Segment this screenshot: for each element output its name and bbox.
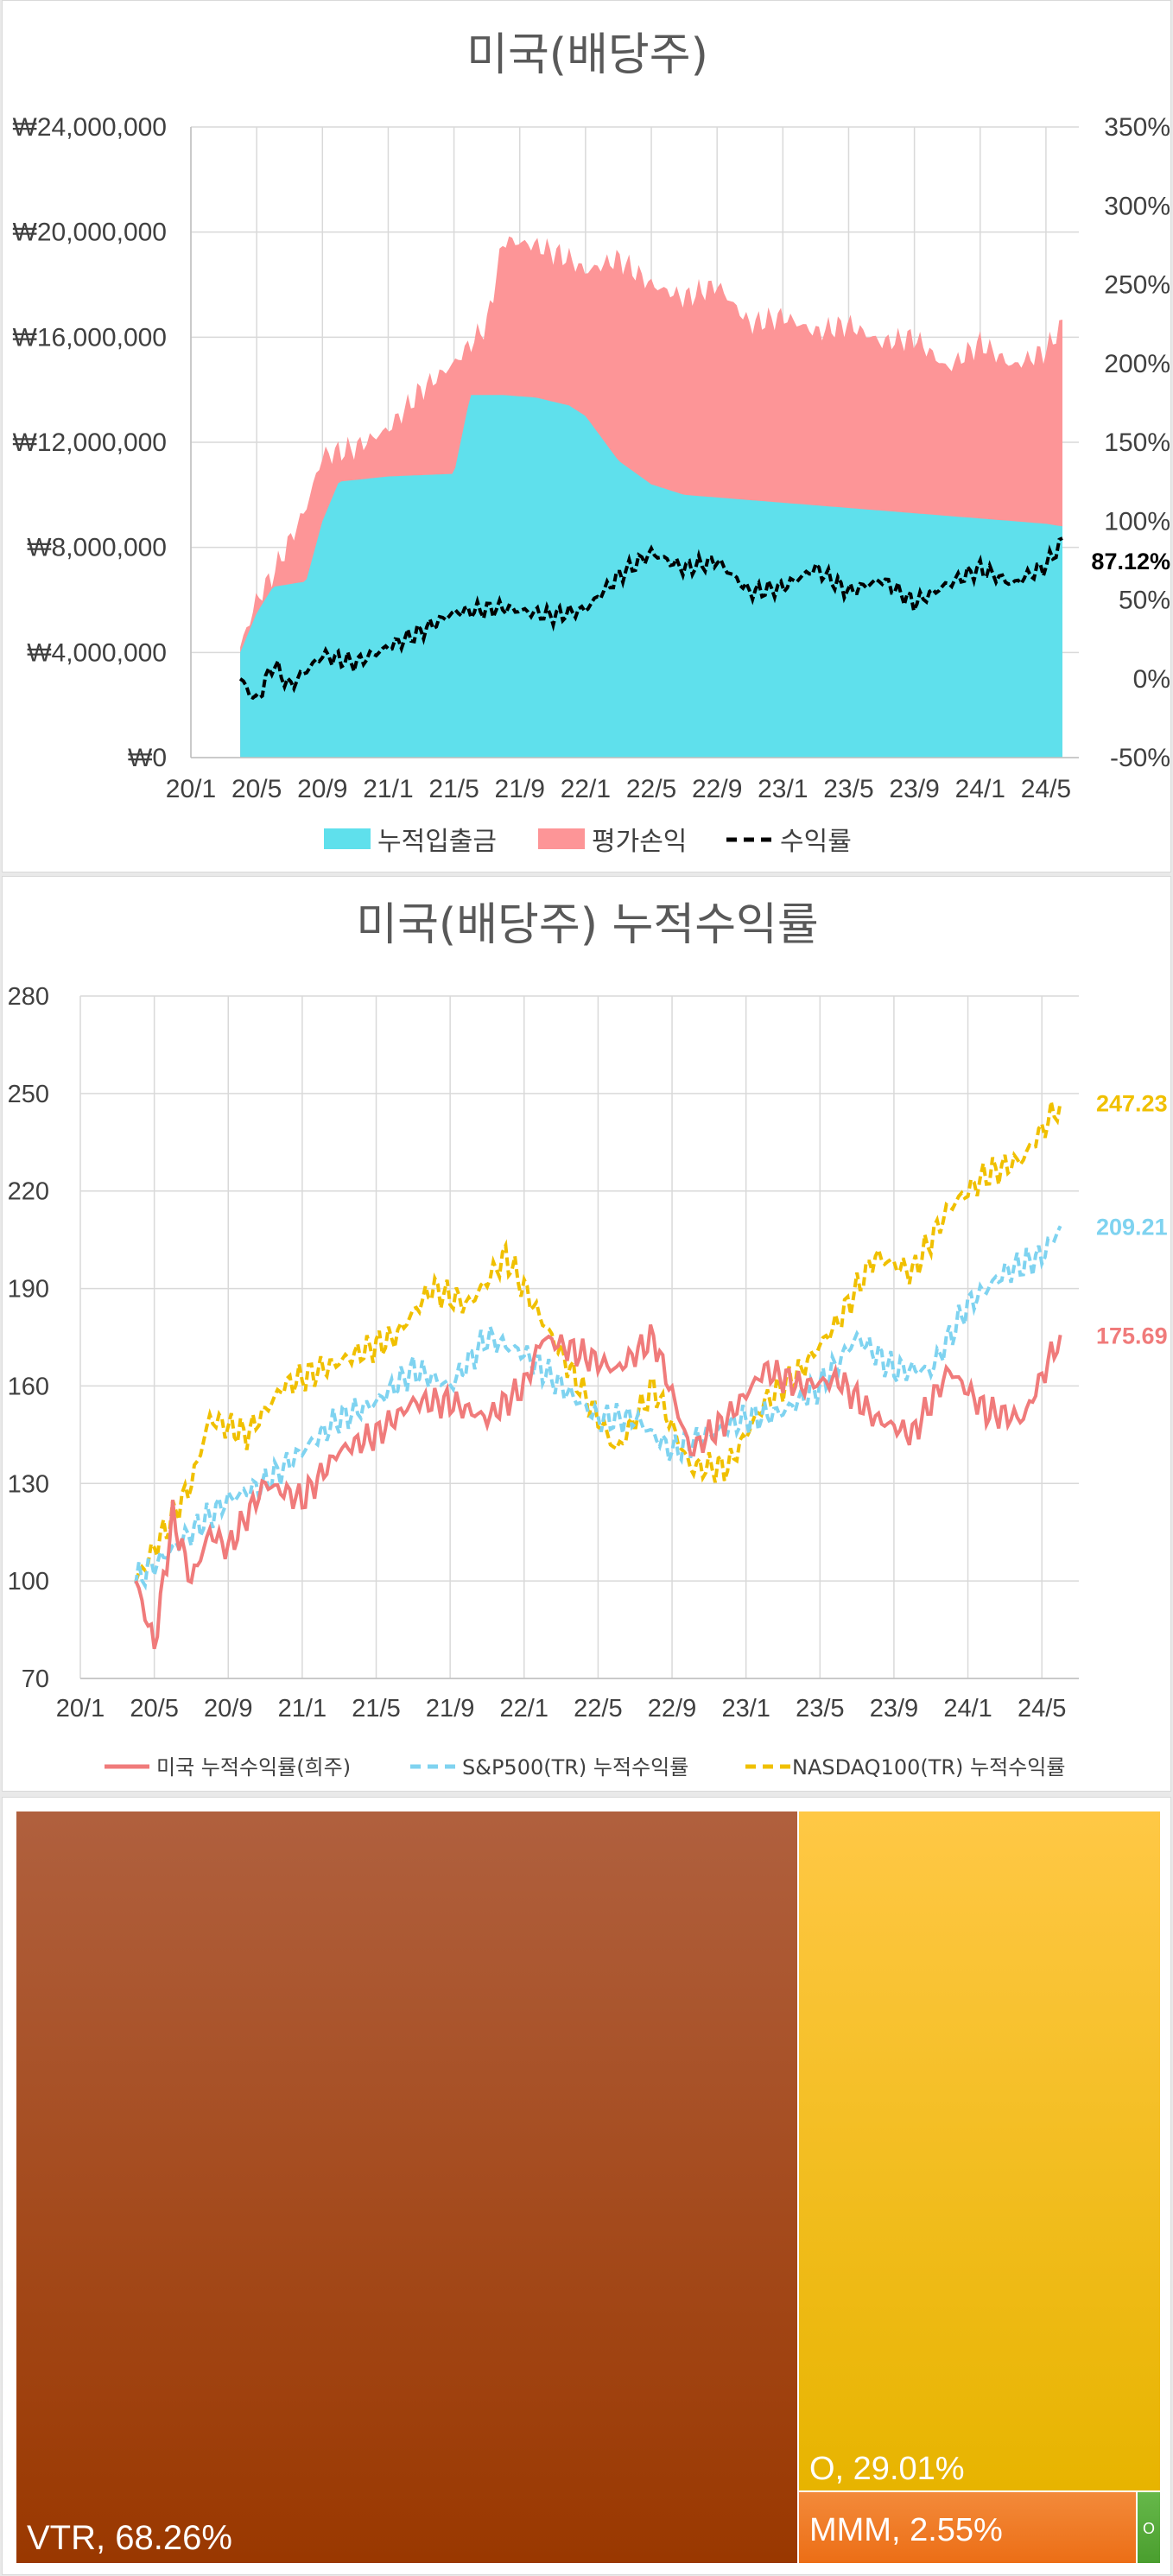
chart1-x-tick: 24/5 (1021, 775, 1071, 803)
chart1-yright-tick: 50% (1119, 587, 1170, 615)
chart-panel-cumulative-return: 미국(배당주) 누적수익률 70 100 130 160 190 220 250 280 20/… (2, 876, 1171, 1792)
chart2-x-tick: 22/9 (648, 1695, 696, 1723)
chart1-title: 미국(배당주) (466, 29, 708, 81)
chart2-x-tick: 23/9 (870, 1695, 918, 1723)
chart1-yright-tick: 350% (1104, 113, 1170, 142)
chart1-yright-tick: 150% (1104, 428, 1170, 457)
treemap-label-vtr: VTR, 68.26% (27, 2519, 232, 2557)
chart2-series-line (134, 1225, 1062, 1591)
chart2-y-tick: 190 (8, 1276, 49, 1304)
chart2-svg: 미국(배당주) 누적수익률 70 100 130 160 190 220 250 280 20/… (8, 899, 1168, 1780)
chart1-yright-tick: 300% (1104, 192, 1170, 220)
chart1-x-tick: 21/9 (495, 775, 545, 803)
chart1-yleft-tick: ₩24,000,000 (13, 113, 167, 142)
treemap-label-mmm: MMM, 2.55% (809, 2512, 1003, 2548)
chart1-yright-tick: -50% (1110, 744, 1170, 772)
legend-deposit-swatch (324, 828, 371, 849)
treemap-tile-o-small (1138, 2492, 1160, 2563)
treemap-tile-mmm (799, 2492, 1136, 2563)
chart1-x-tick: 21/5 (428, 775, 479, 803)
chart2-series-line (134, 1323, 1062, 1650)
chart2-x-tick: 24/1 (943, 1695, 992, 1723)
chart2-x-tick: 23/5 (796, 1695, 844, 1723)
chart1-yleft-tick: ₩8,000,000 (27, 534, 167, 562)
chart1-x-tick: 23/9 (889, 775, 939, 803)
treemap-svg: VTR, 68.26% O, 29.01% MMM, 2.55% O (16, 1811, 1160, 2563)
chart1-x-tick: 22/9 (692, 775, 742, 803)
chart2-series-line (134, 1101, 1062, 1583)
chart1-x-tick: 24/1 (955, 775, 1005, 803)
chart1-x-tick: 20/5 (231, 775, 282, 803)
chart2-y-tick: 130 (8, 1470, 49, 1498)
chart2-y-tick: 220 (8, 1178, 49, 1206)
chart1-x-tick: 23/5 (823, 775, 873, 803)
legend-return-label: 수익률 (780, 827, 852, 857)
chart2-end-label: 247.23 (1096, 1090, 1168, 1116)
legend-nasdaq-label: NASDAQ100(TR) 누적수익률 (792, 1755, 1065, 1780)
legend-mine-label: 미국 누적수익률(희주) (156, 1755, 351, 1780)
legend-pnl-swatch (538, 828, 585, 849)
chart1-return-line (238, 536, 1063, 701)
chart1-yleft-tick: ₩0 (128, 744, 167, 772)
legend-sp500-label: S&P500(TR) 누적수익률 (462, 1755, 688, 1780)
chart2-x-tick: 23/1 (721, 1695, 770, 1723)
chart2-x-tick: 22/1 (500, 1695, 548, 1723)
treemap-label-o: O, 29.01% (809, 2451, 965, 2487)
chart1-x-tick: 20/1 (166, 775, 216, 803)
chart1-yright-tick: 100% (1104, 507, 1170, 536)
chart1-yleft-tick: ₩4,000,000 (27, 638, 167, 667)
chart1-yleft-tick: ₩20,000,000 (13, 219, 167, 247)
chart2-y-tick: 70 (22, 1666, 49, 1693)
chart2-end-label: 175.69 (1096, 1323, 1168, 1348)
treemap-tile-vtr (16, 1811, 797, 2563)
chart1-x-tick: 21/1 (363, 775, 413, 803)
chart2-x-tick: 21/5 (352, 1695, 400, 1723)
chart1-yleft-tick: ₩16,000,000 (13, 323, 167, 352)
treemap-tile-o (799, 1811, 1160, 2490)
chart2-x-tick: 20/5 (130, 1695, 178, 1723)
chart2-x-tick: 21/1 (278, 1695, 327, 1723)
chart1-yright-tick: 200% (1104, 350, 1170, 378)
chart1-x-tick: 22/5 (626, 775, 676, 803)
chart1-x-tick: 20/9 (297, 775, 347, 803)
chart1-yright-tick: 0% (1133, 665, 1170, 694)
chart1-x-tick: 22/1 (561, 775, 611, 803)
chart2-title: 미국(배당주) 누적수익률 (356, 899, 819, 951)
chart2-x-tick: 24/5 (1018, 1695, 1066, 1723)
chart2-x-tick: 20/9 (204, 1695, 252, 1723)
treemap-label-o-small: O (1143, 2520, 1155, 2537)
chart2-y-tick: 160 (8, 1373, 49, 1400)
chart1-svg: 미국(배당주) ₩0 ₩4,000,000 ₩8,000,000 ₩12,000,00… (13, 29, 1170, 857)
chart2-x-tick: 21/9 (426, 1695, 474, 1723)
chart2-end-label: 209.21 (1096, 1214, 1168, 1240)
legend-pnl-label: 평가손익 (592, 827, 687, 857)
chart1-yright-tick: 250% (1104, 271, 1170, 300)
chart1-return-end-label: 87.12% (1091, 549, 1170, 574)
chart2-x-tick: 20/1 (56, 1695, 105, 1723)
chart2-y-tick: 280 (8, 983, 49, 1011)
chart2-y-tick: 100 (8, 1568, 49, 1596)
treemap-panel: VTR, 68.26% O, 29.01% MMM, 2.55% O (2, 1797, 1171, 2575)
chart-panel-dividend-portfolio: 미국(배당주) ₩0 ₩4,000,000 ₩8,000,000 ₩12,000,00… (2, 0, 1171, 872)
legend-deposit-label: 누적입출금 (377, 827, 497, 857)
chart2-x-tick: 22/5 (574, 1695, 622, 1723)
chart1-x-tick: 23/1 (758, 775, 808, 803)
chart1-yleft-tick: ₩12,000,000 (13, 428, 167, 457)
chart1-deposit-area (240, 395, 1063, 758)
chart2-y-tick: 250 (8, 1081, 49, 1108)
